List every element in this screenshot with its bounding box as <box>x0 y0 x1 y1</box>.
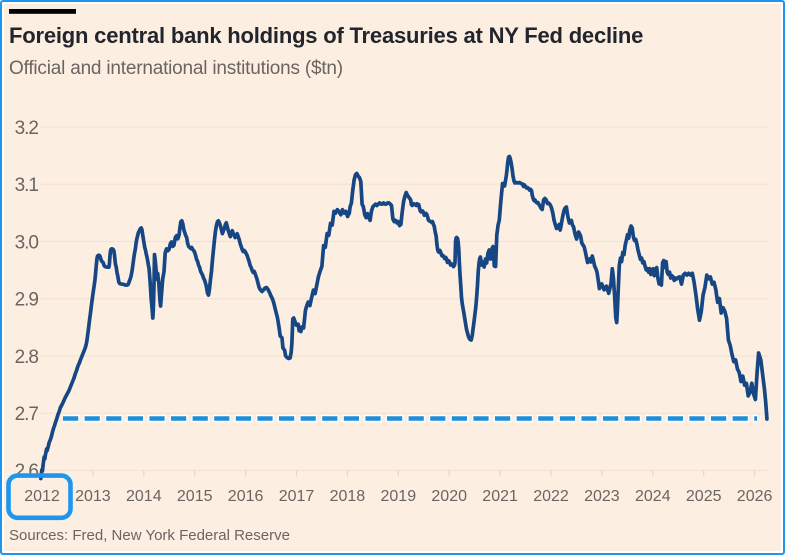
svg-text:2015: 2015 <box>177 488 213 505</box>
svg-text:2013: 2013 <box>75 488 111 505</box>
svg-text:2012: 2012 <box>24 488 60 505</box>
svg-text:2.8: 2.8 <box>15 347 39 368</box>
svg-text:3.1: 3.1 <box>15 175 39 196</box>
svg-text:2014: 2014 <box>126 488 162 505</box>
svg-text:2026: 2026 <box>737 488 773 505</box>
svg-text:2024: 2024 <box>635 488 671 505</box>
svg-text:2019: 2019 <box>381 488 417 505</box>
svg-text:3.0: 3.0 <box>15 232 39 253</box>
svg-text:2018: 2018 <box>330 488 366 505</box>
svg-text:2017: 2017 <box>279 488 315 505</box>
svg-text:2.9: 2.9 <box>15 290 39 311</box>
svg-text:2.7: 2.7 <box>15 404 39 425</box>
svg-text:2025: 2025 <box>686 488 722 505</box>
svg-text:2022: 2022 <box>533 488 569 505</box>
svg-text:2020: 2020 <box>431 488 467 505</box>
svg-text:2.6: 2.6 <box>15 461 39 482</box>
svg-text:2023: 2023 <box>584 488 620 505</box>
svg-text:2021: 2021 <box>482 488 518 505</box>
svg-text:2016: 2016 <box>228 488 264 505</box>
svg-text:3.2: 3.2 <box>15 118 39 139</box>
